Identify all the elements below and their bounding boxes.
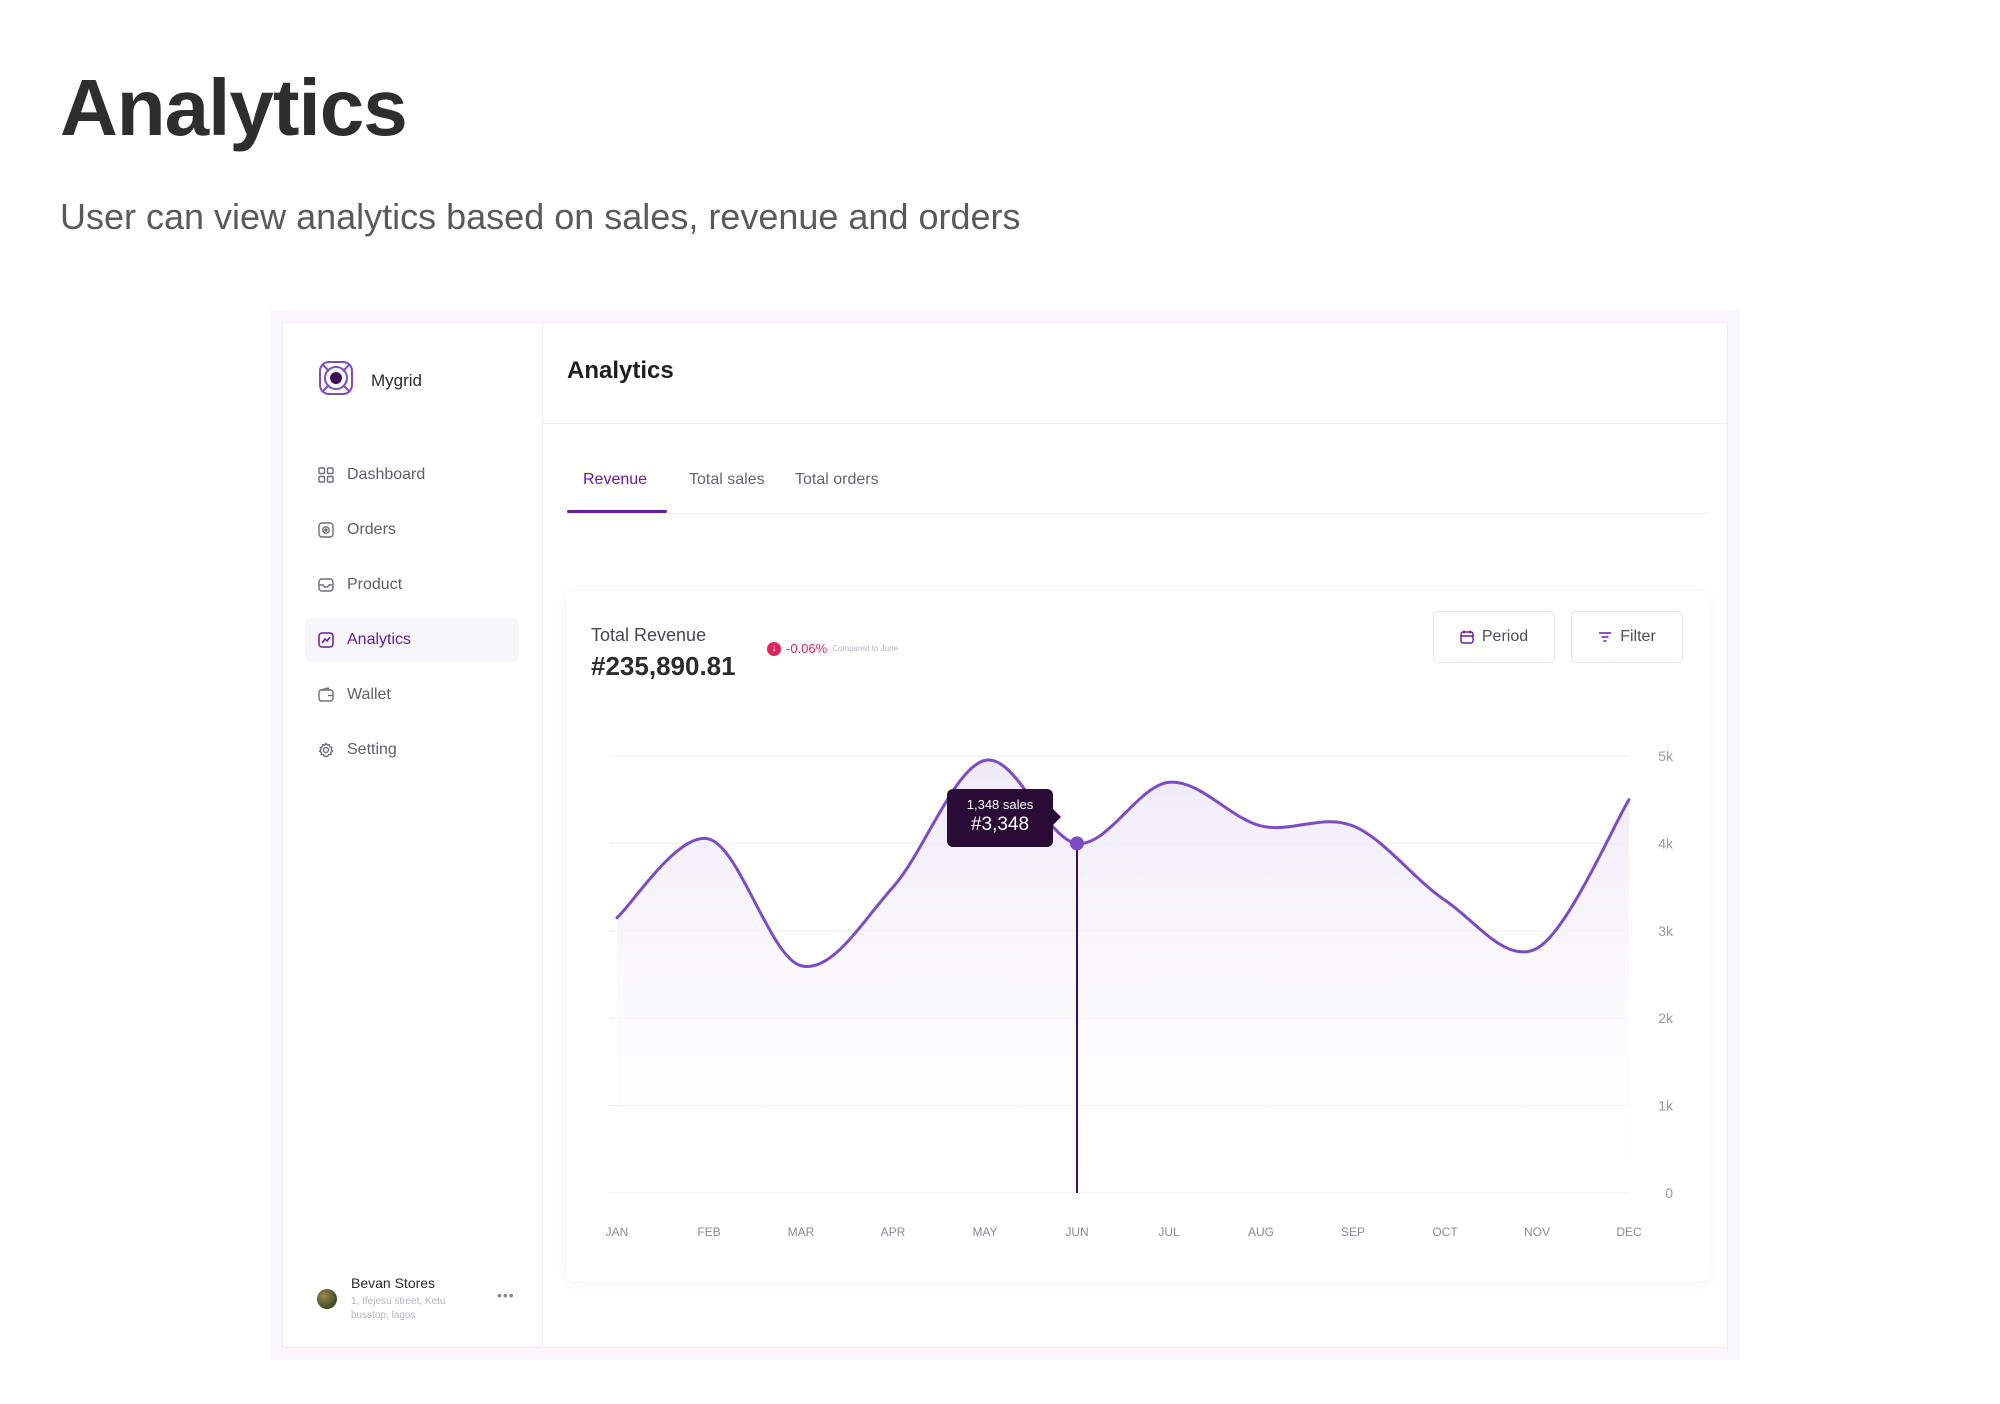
sidebar-item-label: Setting [347,741,397,758]
sidebar-item-product[interactable]: Product [305,563,519,607]
x-tick-label: SEP [1341,1225,1365,1239]
sidebar: Mygrid Dashboard [283,323,543,1347]
wallet-icon [317,686,335,704]
chart-tooltip: 1,348 sales #3,348 [947,789,1061,847]
x-tick-label: AUG [1248,1225,1274,1239]
x-tick-label: MAR [788,1225,815,1239]
x-tick-label: JUL [1158,1225,1180,1239]
avatar [317,1289,337,1309]
period-label: Period [1481,628,1529,645]
app-preview-frame: Mygrid Dashboard [270,310,1740,1360]
x-tick-label: APR [881,1225,906,1239]
x-tick-label: MAY [972,1225,997,1239]
analytics-icon [317,631,335,649]
data-point [1442,897,1448,903]
sidebar-nav: Dashboard Orders P [305,453,519,783]
x-tick-label: OCT [1432,1225,1458,1239]
data-point [1350,823,1356,829]
series-area [617,759,1629,1193]
page-subtitle: User can view analytics based on sales, … [60,196,1021,237]
filter-button[interactable]: Filter [1571,611,1683,663]
data-point [982,757,988,763]
calendar-icon [1460,630,1474,644]
data-point [706,836,712,842]
user-profile[interactable]: Bevan Stores 1, Ifejesu street, Ketu bus… [317,1275,517,1325]
sidebar-item-wallet[interactable]: Wallet [305,673,519,717]
sidebar-item-label: Wallet [347,686,391,703]
revenue-card: 0 1k 2k 3k 4k 5k JAN FEB MAR APR MAY JUN JUL AUG SEP OC… [567,591,1709,1281]
x-tick-label: FEB [697,1225,720,1239]
tab-bar: Revenue Total sales Total orders [567,453,1709,514]
sidebar-item-analytics[interactable]: Analytics [305,618,519,662]
data-point [614,915,620,921]
y-tick-label: 5k [1658,748,1674,764]
data-point [1258,823,1264,829]
filter-label: Filter [1620,628,1656,645]
tooltip-sales: 1,348 sales [966,797,1034,812]
tooltip-value: #3,348 [970,814,1030,835]
sidebar-item-label: Product [347,576,403,593]
y-tick-label: 0 [1665,1185,1673,1201]
header: Analytics [543,323,1727,424]
x-tick-label: NOV [1524,1225,1550,1239]
change-note: Compared to June [832,644,899,653]
x-tick-label: JUN [1065,1225,1088,1239]
mygrid-logo-icon [317,359,355,402]
data-point [1534,945,1540,951]
x-tick-label: DEC [1616,1225,1642,1239]
revenue-line-chart[interactable]: 0 1k 2k 3k 4k 5k JAN FEB MAR APR MAY JUN JUL AUG SEP OC… [567,591,1709,1281]
brand-name: Mygrid [371,370,423,390]
sidebar-item-label: Orders [347,521,396,538]
arrow-down-icon: ↓ [767,641,781,656]
more-options-icon[interactable]: ••• [497,1287,515,1303]
header-title: Analytics [567,357,674,384]
orders-icon [317,521,335,539]
sidebar-item-setting[interactable]: Setting [305,728,519,772]
data-point [798,963,804,969]
user-address: 1, Ifejesu street, Ketu busstop, lagos [351,1296,446,1321]
tab-total-sales[interactable]: Total sales [689,471,765,488]
page-title: Analytics [60,63,408,152]
app-window: Mygrid Dashboard [282,322,1728,1348]
change-indicator: ↓ -0.06% Compared to June [767,641,898,656]
tab-total-orders[interactable]: Total orders [795,471,879,488]
gear-icon [317,741,335,759]
data-point [1166,779,1172,785]
highlight-point [1070,836,1084,851]
tab-revenue[interactable]: Revenue [583,471,648,488]
user-name: Bevan Stores [351,1275,436,1291]
total-revenue-value: #235,890.81 [591,651,736,681]
main-content: Analytics Revenue Total sales Total orde… [543,323,1727,1347]
y-tick-label: 2k [1658,1010,1674,1026]
sidebar-item-label: Analytics [347,631,412,648]
x-tick-label: JAN [606,1225,629,1239]
card-label: Total Revenue [591,625,707,645]
change-percent: -0.06% [786,641,828,656]
y-tick-label: 4k [1658,835,1674,851]
sidebar-item-orders[interactable]: Orders [305,508,519,552]
data-point [1626,797,1632,803]
y-tick-label: 1k [1658,1098,1674,1114]
filter-icon [1598,631,1612,643]
period-button[interactable]: Period [1433,611,1555,663]
sidebar-item-label: Dashboard [347,466,426,483]
y-tick-label: 3k [1658,923,1674,939]
data-point [890,884,896,890]
sidebar-item-dashboard[interactable]: Dashboard [305,453,519,497]
grid-icon [317,466,335,484]
product-icon [317,576,335,594]
series-line [615,758,1631,969]
brand[interactable]: Mygrid [317,359,422,402]
active-tab-indicator [567,510,667,513]
